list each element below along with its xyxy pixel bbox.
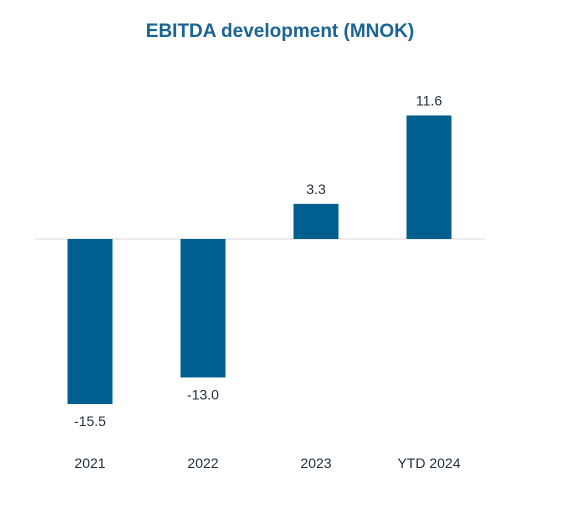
data-label-2023: 3.3: [306, 181, 326, 197]
bar-labels-group: -15.5 -13.0 3.3 11.6: [74, 92, 442, 429]
x-tick-label-2023: 2023: [300, 455, 331, 471]
x-tick-label-ytd-2024: YTD 2024: [397, 455, 460, 471]
x-tick-label-2021: 2021: [74, 455, 105, 471]
bar-2022: [180, 239, 226, 378]
bar-2021: [67, 239, 113, 405]
data-label-2021: -15.5: [74, 413, 106, 429]
data-label-2022: -13.0: [187, 386, 219, 402]
x-tick-label-2022: 2022: [187, 455, 218, 471]
chart-title: EBITDA development (MNOK): [145, 21, 415, 42]
bar-ytd-2024: [406, 115, 452, 239]
bar-2023: [293, 203, 339, 239]
category-labels-group: 2021 2022 2023 YTD 2024: [74, 455, 460, 471]
bars-group: [67, 115, 452, 405]
data-label-ytd-2024: 11.6: [416, 92, 442, 108]
